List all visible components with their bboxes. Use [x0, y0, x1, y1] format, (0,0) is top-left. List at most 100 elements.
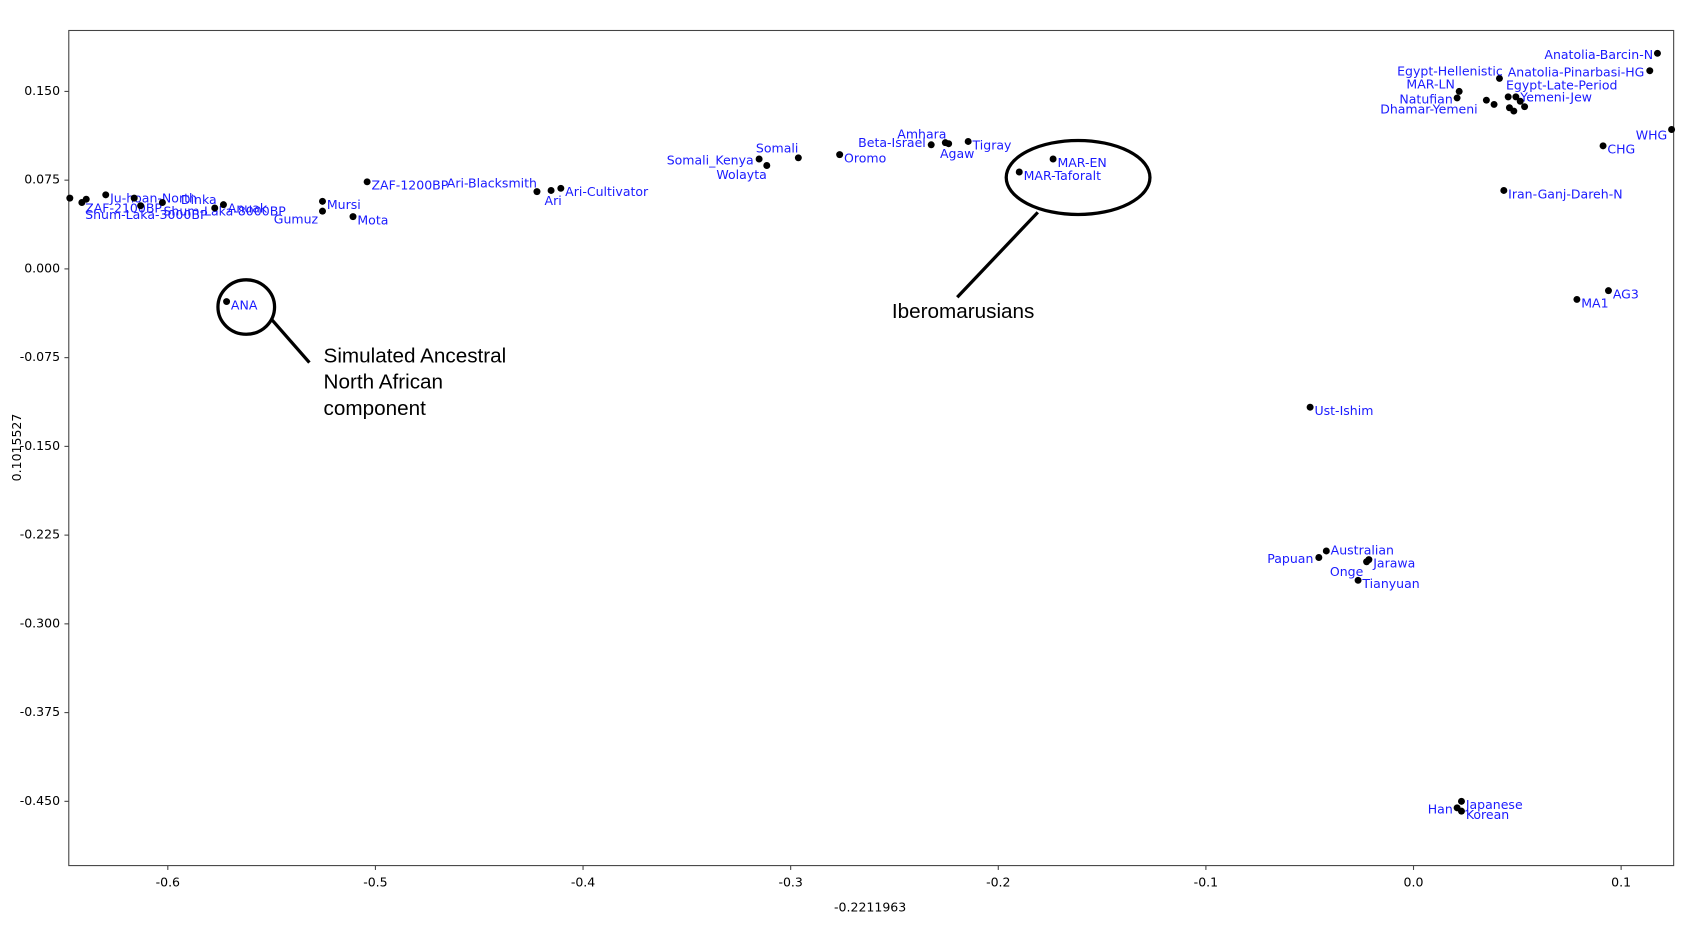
- x-tick-label: -0.6: [156, 875, 180, 890]
- point: [1512, 93, 1520, 101]
- annotation-circle: [216, 278, 277, 336]
- point-label: AG3: [1613, 287, 1639, 302]
- point-label: MAR-Taforalt: [1024, 168, 1102, 183]
- point: [1482, 96, 1490, 104]
- point-label: Somali: [756, 141, 798, 156]
- annotation: North African: [324, 371, 444, 394]
- y-tick-label: 0.000: [24, 260, 60, 275]
- point-label: Dhamar-Yemeni: [1380, 101, 1477, 116]
- point: [1510, 107, 1518, 115]
- point: [533, 188, 541, 196]
- point: [158, 199, 166, 207]
- point-label: Tigray: [972, 137, 1012, 152]
- point: [1315, 553, 1323, 561]
- point-label: Mota: [357, 212, 388, 227]
- point: [66, 194, 74, 202]
- point-label: ANA: [231, 297, 258, 312]
- point: [1453, 94, 1461, 102]
- point-label: Tianyuan: [1361, 576, 1419, 591]
- point: [1322, 547, 1330, 555]
- point: [945, 140, 953, 148]
- point-label: Australian: [1331, 542, 1394, 557]
- point: [223, 298, 231, 306]
- point: [1599, 142, 1607, 150]
- point: [1015, 168, 1023, 176]
- point: [102, 191, 110, 199]
- point: [836, 151, 844, 159]
- point: [927, 141, 935, 149]
- point: [130, 194, 138, 202]
- point: [547, 186, 555, 194]
- point-label: Onge: [1330, 564, 1364, 579]
- point: [1516, 97, 1524, 105]
- point-label: Gumuz: [274, 211, 319, 226]
- point-label: Wolayta: [716, 167, 766, 182]
- point: [319, 207, 326, 215]
- annotation-pointer: [956, 211, 1039, 299]
- point: [219, 201, 227, 209]
- x-tick-label: -0.3: [778, 875, 802, 890]
- annotation: Simulated Ancestral: [324, 345, 507, 368]
- x-axis-label: -0.2211963: [834, 900, 906, 915]
- point: [1457, 807, 1465, 815]
- y-tick-label: 0.150: [24, 83, 60, 98]
- point-label: Oromo: [844, 150, 886, 165]
- point: [794, 154, 802, 162]
- y-tick-label: 0.075: [24, 172, 60, 187]
- point-label: WHG: [1636, 128, 1667, 143]
- point-label: Anuak: [228, 201, 268, 216]
- y-tick-label: -0.300: [20, 615, 60, 630]
- point-label: CHG: [1607, 142, 1635, 157]
- y-tick-label: -0.075: [20, 349, 60, 364]
- point: [1306, 403, 1314, 411]
- point-label: Ju-hoan-North: [109, 191, 197, 206]
- point: [82, 195, 90, 203]
- point-label: MAR-LN: [1406, 76, 1454, 91]
- point-label: Egypt-Late-Period: [1506, 77, 1617, 92]
- point-label: Shum-Laka-3000BP: [85, 207, 208, 222]
- x-tick-label: 0.1: [1611, 875, 1631, 890]
- y-tick-label: -0.150: [20, 438, 60, 453]
- point-label: Mursi: [327, 197, 361, 212]
- point: [1490, 100, 1498, 108]
- point-label: ZAF-1200BP: [371, 178, 448, 193]
- point: [1521, 103, 1529, 111]
- point: [1457, 797, 1465, 805]
- x-tick-label: -0.5: [363, 875, 387, 890]
- point: [1646, 67, 1654, 75]
- y-tick-label: -0.375: [20, 704, 60, 719]
- point-label: Ari-Cultivator: [565, 184, 649, 199]
- point: [1363, 558, 1371, 566]
- point-label: MAR-EN: [1057, 155, 1106, 170]
- point: [557, 184, 565, 192]
- plot-frame: [68, 29, 1675, 867]
- point: [1495, 74, 1503, 82]
- point-label: Somali_Kenya: [667, 153, 754, 168]
- x-tick-label: -0.1: [1194, 875, 1218, 890]
- y-axis-label: 0.1015527: [9, 414, 24, 482]
- point-label: Ust-Ishim: [1314, 403, 1373, 418]
- point: [1049, 155, 1057, 163]
- point: [1455, 87, 1463, 95]
- point-label: Han: [1428, 802, 1453, 817]
- point: [755, 155, 763, 163]
- point-label: Egypt-Hellenistic: [1397, 63, 1503, 78]
- point: [363, 178, 371, 186]
- point-label: Ari-Blacksmith: [447, 176, 537, 191]
- point-label: Anatolia-Barcin-N: [1544, 47, 1653, 62]
- point-label: Korean: [1466, 807, 1509, 822]
- point-label: Natufian: [1399, 92, 1452, 107]
- point: [763, 162, 771, 169]
- x-tick-label: -0.4: [571, 875, 595, 890]
- point-label: Yemeni-Jew: [1519, 89, 1592, 104]
- point: [211, 204, 219, 212]
- annotation: Iberomarusians: [892, 300, 1034, 323]
- point: [1504, 93, 1512, 101]
- annotation-pointer: [270, 317, 311, 364]
- point: [1604, 287, 1612, 295]
- point-label: Beta-Israel: [858, 135, 926, 150]
- point-label: Ari: [545, 193, 562, 208]
- point-label: Shum-Laka-8000BP: [163, 204, 286, 219]
